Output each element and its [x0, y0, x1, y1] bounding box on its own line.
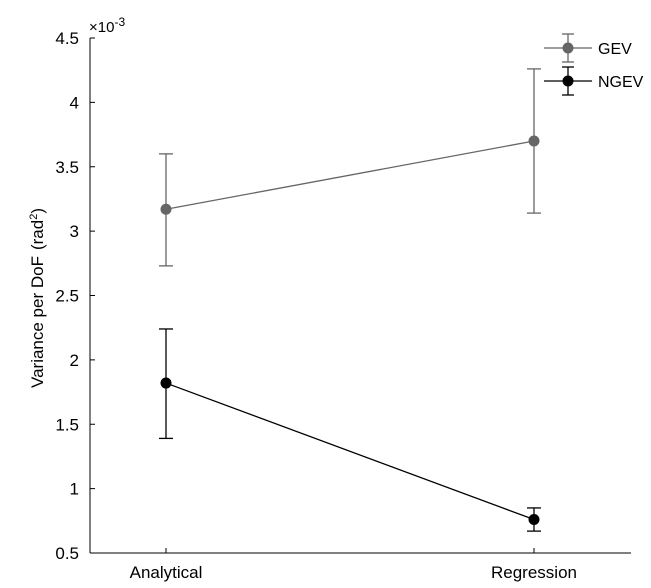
y-axis-label: Variance per DoF (rad2)	[28, 208, 47, 388]
ngev-legend-marker	[562, 75, 574, 87]
gev-data-point	[528, 135, 540, 147]
gev-legend-marker	[562, 42, 574, 54]
y-tick-label: 2	[70, 351, 79, 370]
ngev-data-point	[528, 514, 540, 526]
x-ticks: Analytical Regression	[130, 548, 577, 582]
ngev-data-point	[160, 377, 172, 389]
gev-data-point	[160, 203, 172, 215]
y-tick-label: 4	[70, 93, 79, 112]
ngev-legend-label: NGEV	[598, 74, 644, 91]
x-tick-label: Analytical	[130, 563, 203, 582]
y-tick-label: 3	[70, 222, 79, 241]
y-ticks: 0.5 1 1.5 2 2.5 3 3.5 4 4.5	[55, 29, 95, 563]
legend: GEV NGEV	[544, 33, 644, 96]
y-tick-label: 0.5	[55, 544, 79, 563]
y-tick-label: 2.5	[55, 287, 79, 306]
y-axis-label-close: )	[28, 208, 47, 214]
axes	[89, 38, 631, 554]
x-tick-label: Regression	[491, 563, 577, 582]
y-axis-label-exp: 2	[28, 214, 40, 220]
gev-legend-label: GEV	[598, 41, 632, 58]
plot-area	[159, 68, 541, 532]
exponent-power: -3	[114, 15, 125, 29]
exponent-base: ×10	[89, 19, 114, 36]
ngev-series-line	[165, 382, 535, 521]
y-axis-label-main: Variance per DoF	[28, 256, 47, 388]
exponent-label: ×10-3	[89, 15, 125, 36]
y-tick-label: 4.5	[55, 29, 79, 48]
y-tick-label: 1	[70, 480, 79, 499]
y-tick-label: 1.5	[55, 415, 79, 434]
y-tick-label: 3.5	[55, 158, 79, 177]
gev-series-line	[165, 140, 535, 210]
y-axis-label-unit: (rad	[28, 220, 47, 250]
